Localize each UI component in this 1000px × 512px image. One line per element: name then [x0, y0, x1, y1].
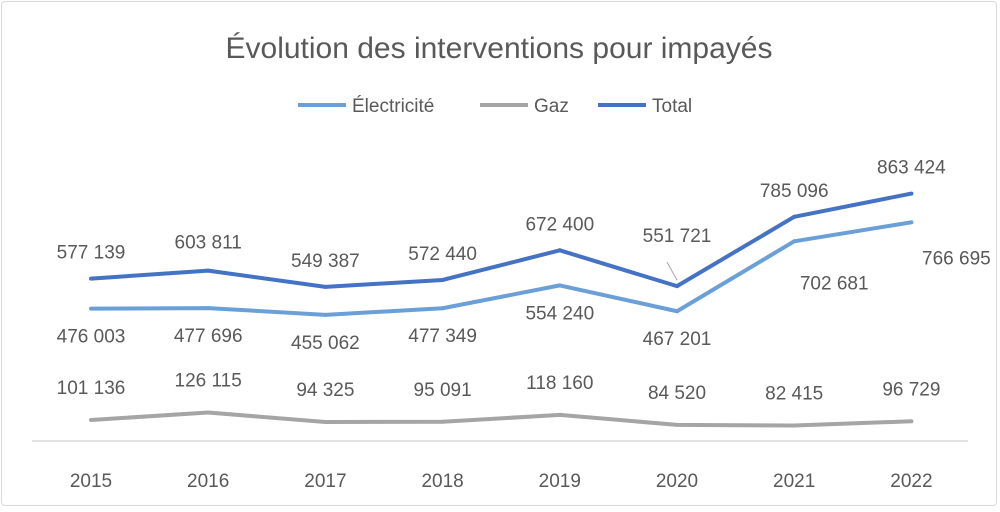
series-line [90, 191, 912, 289]
data-label: 477 696 [174, 326, 243, 347]
data-point [557, 412, 562, 417]
data-label: 551 721 [643, 226, 712, 247]
data-point [89, 306, 93, 311]
legend: Électricité Gaz Total [298, 96, 692, 117]
data-point [323, 419, 328, 424]
data-point [440, 306, 445, 311]
data-point [792, 423, 797, 428]
data-point [557, 248, 562, 253]
data-label: 118 160 [526, 373, 593, 394]
legend-item-1: Gaz [480, 96, 569, 117]
data-point [89, 417, 93, 422]
data-label: 554 240 [525, 303, 594, 324]
data-label: 549 387 [291, 251, 360, 272]
data-label: 84 520 [648, 383, 706, 404]
legend-label: Total [652, 96, 692, 117]
data-point [440, 277, 445, 282]
data-point [675, 422, 679, 427]
data-label: 96 729 [882, 379, 940, 400]
data-label: 467 201 [643, 329, 712, 350]
series-line [90, 410, 912, 428]
legend-label: Gaz [534, 96, 569, 117]
x-axis: 2015 2016 2017 2018 2019 2020 2021 2022 [70, 471, 933, 492]
data-label: 702 681 [800, 273, 869, 294]
data-label: 577 139 [57, 243, 126, 264]
data-label: 101 136 [57, 378, 126, 399]
data-label: 95 091 [414, 380, 472, 401]
data-point [792, 214, 797, 219]
data-point [206, 268, 211, 273]
series-line [90, 220, 912, 317]
data-point [675, 309, 679, 314]
data-label: 572 440 [408, 244, 477, 265]
x-tick-label: 2016 [187, 471, 229, 492]
data-point [206, 306, 211, 311]
legend-item-2: Total [598, 96, 692, 117]
chart-title: Évolution des interventions pour impayés [226, 32, 773, 65]
data-point [206, 410, 211, 415]
data-point [909, 419, 914, 424]
data-point [909, 220, 914, 225]
data-point [557, 283, 562, 288]
data-point [323, 312, 328, 317]
x-tick-label: 2020 [656, 471, 698, 492]
data-label: 94 325 [296, 380, 354, 401]
data-point [909, 191, 914, 196]
leader-line [666, 261, 678, 281]
series-group: 476 003 477 696 455 062 477 349 554 240 467 2… [57, 158, 991, 428]
x-tick-label: 2017 [304, 471, 346, 492]
legend-item-0: Électricité [298, 96, 434, 117]
data-point [792, 239, 797, 244]
data-label: 766 695 [922, 248, 991, 269]
data-point [323, 284, 328, 289]
series-1: 101 136 126 115 94 325 95 091 118 160 84 520 8… [57, 371, 940, 428]
data-label: 603 811 [175, 233, 242, 254]
data-point [89, 276, 93, 281]
series-2: 577 139 603 811 549 387 572 440 672 400 551 7… [57, 158, 946, 289]
data-label: 455 062 [291, 333, 360, 354]
legend-label: Électricité [352, 96, 434, 117]
data-label: 672 400 [525, 214, 594, 235]
x-tick-label: 2022 [890, 471, 932, 492]
x-tick-label: 2015 [70, 471, 112, 492]
data-point [675, 284, 679, 289]
x-tick-label: 2019 [539, 471, 581, 492]
x-tick-label: 2018 [421, 471, 463, 492]
data-label: 785 096 [760, 181, 829, 202]
data-point [440, 419, 445, 424]
x-tick-label: 2021 [773, 471, 815, 492]
data-label: 126 115 [175, 371, 242, 392]
series-0: 476 003 477 696 455 062 477 349 554 240 467 2… [57, 220, 991, 354]
data-label: 82 415 [765, 384, 823, 405]
data-label: 476 003 [57, 327, 126, 348]
data-label: 477 349 [408, 326, 477, 347]
data-label: 863 424 [877, 158, 946, 179]
